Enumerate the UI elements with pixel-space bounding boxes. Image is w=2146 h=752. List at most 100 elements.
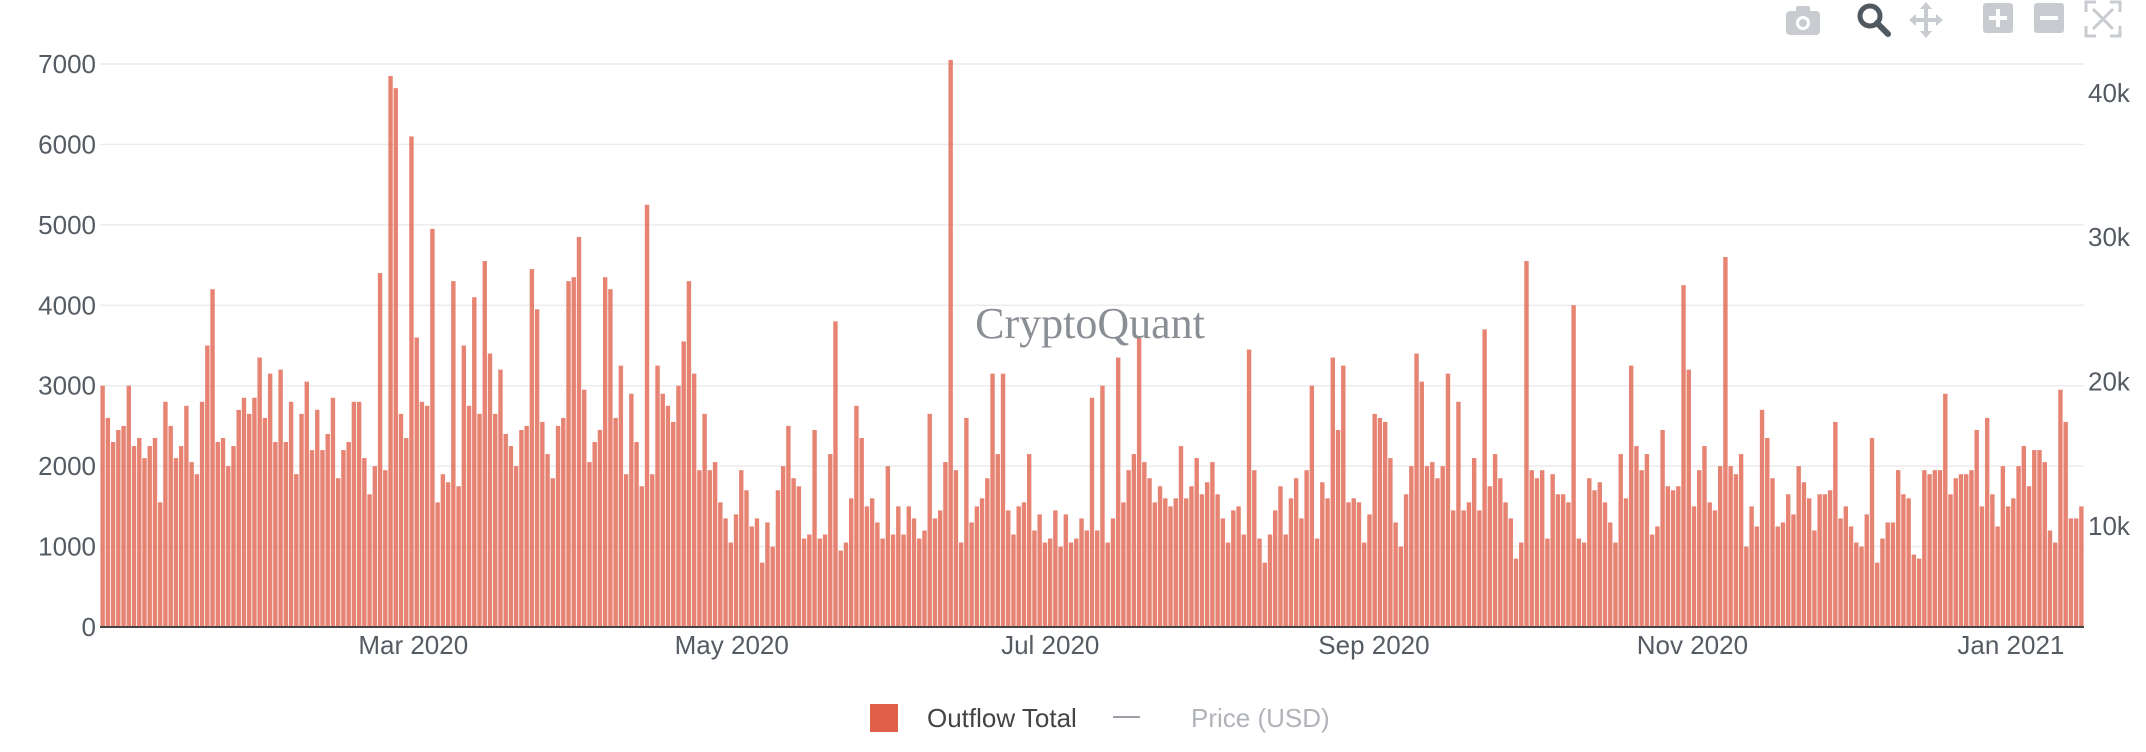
bar[interactable] [1969, 470, 1974, 627]
bar[interactable] [1597, 482, 1602, 627]
bar[interactable] [1932, 470, 1938, 627]
bar[interactable] [178, 446, 184, 627]
bar[interactable] [1403, 494, 1409, 627]
bar[interactable] [1759, 409, 1765, 627]
bar[interactable] [1686, 369, 1691, 627]
bar[interactable] [1492, 454, 1498, 627]
bar[interactable] [1047, 538, 1053, 627]
bar[interactable] [1503, 502, 1508, 627]
bar[interactable] [1838, 518, 1843, 627]
bar[interactable] [220, 437, 226, 627]
bar[interactable] [1806, 498, 1812, 627]
bar[interactable] [540, 421, 545, 627]
bar[interactable] [1953, 478, 1958, 627]
bar[interactable] [1068, 542, 1074, 627]
bar[interactable] [1377, 417, 1383, 627]
bar[interactable] [1320, 482, 1325, 627]
bar[interactable] [1922, 470, 1927, 627]
bar[interactable] [1576, 538, 1582, 627]
bar[interactable] [859, 437, 864, 627]
bar[interactable] [372, 466, 378, 627]
pan-icon[interactable] [1909, 2, 1943, 38]
bar[interactable] [791, 478, 796, 627]
bar[interactable] [1780, 522, 1786, 627]
bar[interactable] [718, 502, 723, 627]
bar[interactable] [2079, 506, 2084, 627]
bar[interactable] [1210, 462, 1215, 627]
bar[interactable] [990, 373, 995, 627]
bar[interactable] [775, 490, 781, 627]
bar[interactable] [1189, 486, 1194, 627]
bar[interactable] [341, 450, 346, 627]
bar[interactable] [566, 281, 571, 627]
bar[interactable] [1796, 466, 1801, 627]
bar[interactable] [833, 321, 838, 627]
bar[interactable] [1382, 421, 1388, 627]
bar[interactable] [1644, 454, 1650, 627]
bar[interactable] [911, 518, 917, 627]
bar[interactable] [644, 204, 650, 627]
bar[interactable] [561, 417, 566, 627]
bar[interactable] [1367, 514, 1372, 627]
bar[interactable] [728, 542, 733, 627]
bar[interactable] [602, 277, 608, 627]
bar[interactable] [1393, 522, 1398, 627]
bar[interactable] [1053, 510, 1058, 627]
bar[interactable] [1634, 446, 1639, 627]
bar[interactable] [1225, 542, 1231, 627]
bar[interactable] [786, 425, 791, 627]
bar[interactable] [1252, 470, 1257, 627]
bar[interactable] [487, 353, 493, 627]
bar[interactable] [1733, 474, 1739, 627]
bar[interactable] [885, 466, 891, 627]
bar[interactable] [1670, 490, 1676, 627]
bar[interactable] [1220, 518, 1226, 627]
bar[interactable] [1105, 542, 1110, 627]
bar[interactable] [1121, 502, 1126, 627]
bar[interactable] [419, 401, 425, 627]
bar[interactable] [435, 502, 440, 627]
bar[interactable] [932, 518, 938, 627]
bar[interactable] [770, 546, 775, 627]
legend-outflow-label[interactable]: Outflow Total [927, 703, 1077, 733]
bar[interactable] [1843, 506, 1849, 627]
bar[interactable] [1424, 466, 1430, 627]
bar[interactable] [1498, 478, 1503, 627]
bar[interactable] [472, 297, 477, 627]
bar[interactable] [126, 385, 131, 627]
bar[interactable] [1665, 486, 1671, 627]
bar[interactable] [1859, 546, 1864, 627]
bar[interactable] [1178, 446, 1184, 627]
bar[interactable] [1602, 502, 1608, 627]
bar[interactable] [168, 425, 173, 627]
bar[interactable] [854, 405, 859, 627]
bar[interactable] [147, 446, 152, 627]
bar[interactable] [1267, 534, 1273, 627]
bar[interactable] [1566, 502, 1571, 627]
bar[interactable] [739, 470, 744, 627]
bar[interactable] [137, 437, 142, 627]
bar[interactable] [1744, 546, 1749, 627]
bar[interactable] [1519, 542, 1524, 627]
bar[interactable] [2005, 506, 2011, 627]
bar[interactable] [1964, 474, 1969, 627]
bar[interactable] [121, 425, 126, 627]
bar[interactable] [2026, 486, 2032, 627]
bar[interactable] [241, 397, 247, 627]
bar[interactable] [388, 76, 393, 627]
bar[interactable] [477, 413, 482, 627]
bar[interactable] [252, 397, 257, 627]
bar[interactable] [1095, 530, 1100, 627]
bar[interactable] [116, 429, 121, 627]
bar[interactable] [749, 526, 754, 627]
bar[interactable] [733, 514, 739, 627]
bar[interactable] [1351, 498, 1356, 627]
bar[interactable] [943, 462, 948, 627]
bar[interactable] [236, 409, 241, 627]
bar[interactable] [676, 385, 681, 627]
bar[interactable] [1770, 478, 1775, 627]
bar[interactable] [2068, 518, 2074, 627]
bar[interactable] [1958, 474, 1964, 627]
bar[interactable] [1916, 558, 1922, 627]
bar[interactable] [1419, 381, 1424, 627]
